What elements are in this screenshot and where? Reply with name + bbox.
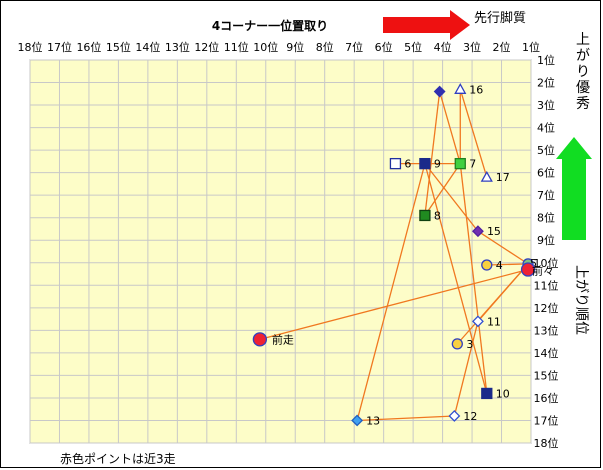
x-tick-label: 11位 — [224, 40, 249, 54]
x-tick-label: 13位 — [165, 40, 190, 54]
y-tick-label: 18位 — [534, 436, 559, 450]
point-label: 6 — [404, 158, 411, 171]
y-tick-label: 8位 — [537, 211, 555, 225]
x-tick-label: 14位 — [135, 40, 160, 54]
point-label: 10 — [496, 387, 510, 400]
point-label: 前走 — [272, 332, 294, 346]
trajectory-line — [424, 91, 441, 216]
point-label: 7 — [469, 158, 476, 171]
trajectory-line — [356, 163, 426, 421]
x-tick-label: 5位 — [404, 40, 422, 54]
y-tick-label: 7位 — [537, 188, 555, 202]
data-point-diamond — [351, 414, 364, 427]
trajectory-line — [424, 163, 461, 216]
point-label: 9 — [434, 158, 441, 171]
point-label: 3 — [466, 338, 473, 351]
data-point-diamond — [472, 315, 484, 328]
trajectory-line — [424, 163, 479, 232]
y-tick-label: 9位 — [537, 233, 555, 247]
x-tick-label: 16位 — [76, 40, 101, 54]
x-tick-label: 10位 — [253, 40, 278, 54]
data-point-square — [419, 157, 431, 170]
x-tick-label: 9位 — [286, 40, 304, 54]
data-point-circle — [520, 262, 536, 277]
y-tick-label: 16位 — [534, 391, 559, 405]
green-arrow-icon — [556, 137, 592, 240]
y-tick-label: 11位 — [534, 278, 559, 292]
x-tick-label: 3位 — [463, 40, 481, 54]
data-point-diamond — [472, 225, 484, 238]
y-tick-label: 12位 — [534, 301, 559, 315]
data-point-diamond — [433, 85, 446, 98]
chart-title: 4コーナー一位置取り — [212, 18, 328, 33]
data-point-circle — [252, 332, 268, 347]
trajectory-line — [439, 91, 461, 164]
x-tick-label: 7位 — [345, 40, 363, 54]
y-tick-label: 4位 — [537, 121, 555, 135]
y-tick-label: 2位 — [537, 76, 555, 90]
footnote: 赤色ポイントは近3走 — [60, 452, 176, 466]
trajectory-line — [459, 163, 488, 394]
x-tick-label: 8位 — [316, 40, 334, 54]
x-tick-label: 1位 — [522, 40, 540, 54]
point-label: 前々 — [532, 264, 554, 278]
y-tick-label: 6位 — [537, 166, 555, 180]
y-tick-label: 15位 — [534, 368, 559, 382]
point-label: 16 — [469, 83, 483, 96]
point-label: 12 — [463, 410, 477, 423]
point-label: 17 — [496, 171, 510, 184]
y-tick-label: 13位 — [534, 323, 559, 337]
data-point-square — [389, 157, 402, 170]
agari-axis-label: 上がり順位 — [573, 265, 589, 335]
x-tick-label: 4位 — [434, 40, 452, 54]
y-tick-label: 1位 — [537, 53, 555, 67]
agari-yushu-label: 上がり優秀 — [576, 32, 590, 112]
plot-area — [29, 59, 532, 444]
x-tick-label: 15位 — [106, 40, 131, 54]
data-point-square — [419, 209, 431, 222]
point-label: 15 — [487, 225, 501, 238]
trajectory-line — [453, 321, 479, 417]
trajectory-line — [357, 415, 455, 422]
x-tick-label: 17位 — [47, 40, 72, 54]
x-tick-label: 18位 — [18, 40, 43, 54]
data-point-diamond — [448, 410, 461, 422]
trajectory-line — [259, 268, 529, 340]
trajectory-line — [486, 263, 529, 266]
x-tick-label: 6位 — [375, 40, 393, 54]
y-tick-label: 5位 — [537, 143, 555, 157]
data-point-triangle — [480, 170, 493, 182]
x-tick-label: 2位 — [493, 40, 511, 54]
data-point-circle — [451, 338, 463, 350]
svg-text:上がり優秀: 上がり優秀 — [576, 32, 590, 112]
y-tick-label: 17位 — [534, 413, 559, 427]
senko-label: 先行脚質 — [474, 10, 526, 26]
trajectory-line — [424, 163, 488, 394]
red-arrow-icon — [383, 10, 470, 40]
y-tick-label: 3位 — [537, 98, 555, 112]
trajectory-line — [477, 230, 529, 265]
y-tick-label: 10位 — [534, 256, 559, 270]
data-point-square — [481, 387, 493, 400]
point-label: 13 — [366, 414, 380, 427]
point-label: 5 — [530, 257, 537, 270]
x-tick-label: 12位 — [194, 40, 219, 54]
y-tick-label: 14位 — [534, 346, 559, 360]
point-label: 11 — [487, 315, 501, 328]
data-point-square — [454, 157, 466, 170]
point-label: 8 — [434, 209, 441, 222]
trajectory-line — [459, 89, 488, 178]
data-point-triangle — [454, 82, 467, 94]
trajectory-line — [456, 263, 529, 345]
point-label: 4 — [496, 259, 503, 272]
data-point-circle — [481, 259, 493, 271]
